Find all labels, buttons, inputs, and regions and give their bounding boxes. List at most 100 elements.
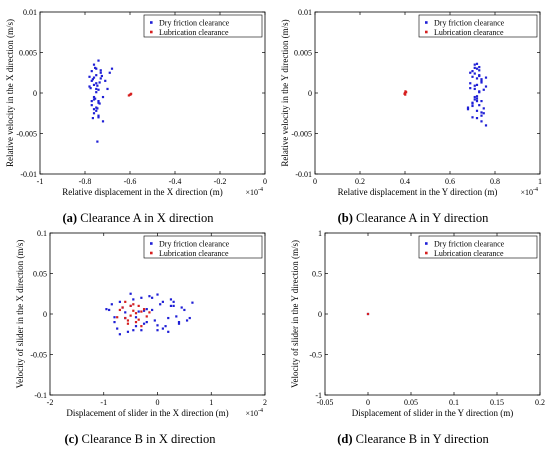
data-point	[132, 303, 135, 306]
x-axis-exponent-base: ×10	[245, 188, 258, 197]
legend-box	[418, 235, 538, 259]
data-point	[92, 63, 96, 66]
chart-panel-b: 0 0.2 0.4 0.6 0.8 1 -0.01 -0.005 0 0.005 0.01 Relat…	[280, 8, 542, 225]
x-tick-label: 0	[263, 177, 267, 186]
data-point	[475, 83, 479, 86]
data-point	[96, 107, 99, 110]
panel-caption-label: (b)	[338, 211, 353, 225]
y-tick-label: 0	[43, 310, 47, 319]
data-point	[134, 312, 138, 315]
series-dry-friction	[466, 62, 488, 127]
legend-marker	[150, 251, 153, 255]
x-tick-label: 0.1	[449, 398, 459, 407]
data-point	[132, 298, 135, 301]
data-point	[89, 87, 92, 90]
panel-caption: (a) Clearance A in X direction	[63, 211, 215, 225]
data-point	[95, 74, 98, 77]
data-point	[95, 106, 98, 109]
data-point	[124, 311, 127, 314]
x-axis-exponent: ×10-4	[245, 408, 263, 418]
data-point	[142, 308, 146, 311]
data-point	[167, 316, 170, 320]
data-point	[134, 316, 138, 319]
data-point	[480, 81, 483, 84]
data-point	[140, 325, 143, 328]
y-tick-label: -0.005	[291, 130, 312, 139]
y-tick-label: 0.01	[23, 8, 37, 17]
data-point	[145, 308, 148, 311]
x-tick-label: 0	[156, 398, 160, 407]
data-point	[169, 298, 173, 301]
chart-panel-c: -2 -1 0 1 2 -0.1 -0.05 0 0.05 0.1 Displacement of …	[15, 229, 267, 446]
legend-box	[143, 235, 263, 259]
data-point	[475, 77, 479, 80]
x-tick-label: 0.8	[490, 177, 500, 186]
data-point	[142, 322, 146, 325]
x-tick-label: 1	[538, 177, 542, 186]
data-point	[466, 106, 470, 109]
data-point	[478, 65, 481, 69]
data-point	[134, 321, 138, 324]
x-tick-label: 2	[263, 398, 267, 407]
data-point	[88, 85, 91, 88]
plot-frame	[39, 11, 266, 175]
y-tick-label: 0.5	[312, 270, 322, 279]
data-point	[92, 98, 96, 101]
data-point	[96, 84, 99, 87]
plot-frame	[324, 232, 541, 396]
data-point	[92, 112, 96, 115]
data-point	[140, 329, 143, 332]
data-point	[118, 333, 121, 336]
x-tick-label: 0.15	[490, 398, 504, 407]
data-point	[156, 324, 159, 327]
data-point	[97, 116, 100, 119]
x-tick-label: 0	[313, 177, 317, 186]
data-point	[98, 102, 101, 105]
chart-panel-d: -0.05 0 0.05 0.1 0.15 0.2 -1 -0.5 0 0.5 1 Displacem…	[290, 229, 545, 446]
data-point	[95, 91, 98, 94]
legend-marker	[150, 21, 153, 24]
y-axis-label: Velocity of slider in the X direction (m…	[15, 240, 25, 389]
data-point	[140, 296, 143, 299]
data-point	[480, 114, 483, 117]
y-tick-label: 0.05	[33, 270, 47, 279]
data-point	[95, 67, 98, 70]
data-point	[90, 70, 93, 73]
y-axis-label: Relative velocity in the Y direction (m/…	[280, 19, 290, 166]
data-point	[91, 78, 94, 81]
data-point	[100, 74, 103, 78]
y-tick-label: 0.005	[294, 49, 312, 58]
panel-caption: (c) Clearance B in X direction	[65, 432, 217, 446]
data-point	[161, 327, 164, 330]
x-tick-label: 1	[209, 398, 213, 407]
data-point	[92, 108, 96, 111]
x-tick-label: -2	[47, 398, 54, 407]
y-tick-label: 0.01	[298, 8, 312, 17]
data-point	[99, 69, 102, 72]
data-point	[469, 87, 472, 90]
data-point	[97, 59, 100, 62]
data-point	[183, 308, 186, 312]
legend-entry: Lubrication clearance	[159, 249, 229, 258]
panel-caption-text: Clearance B in X direction	[78, 432, 216, 446]
legend-entry: Lubrication clearance	[434, 249, 504, 258]
x-tick-label: 0.2	[355, 177, 365, 186]
data-point	[478, 69, 481, 72]
y-tick-label: -0.1	[34, 391, 47, 400]
data-point	[484, 124, 488, 127]
data-point	[482, 112, 485, 115]
data-point	[156, 329, 159, 332]
data-point	[124, 300, 127, 303]
x-tick-label: 0.2	[535, 398, 545, 407]
data-point	[156, 293, 159, 296]
data-point	[475, 95, 479, 98]
data-point	[480, 100, 483, 103]
data-point	[475, 67, 479, 70]
data-point	[471, 116, 474, 119]
data-point	[482, 107, 485, 110]
data-point	[92, 95, 96, 99]
series-lubrication	[403, 90, 408, 96]
data-point	[126, 322, 130, 325]
